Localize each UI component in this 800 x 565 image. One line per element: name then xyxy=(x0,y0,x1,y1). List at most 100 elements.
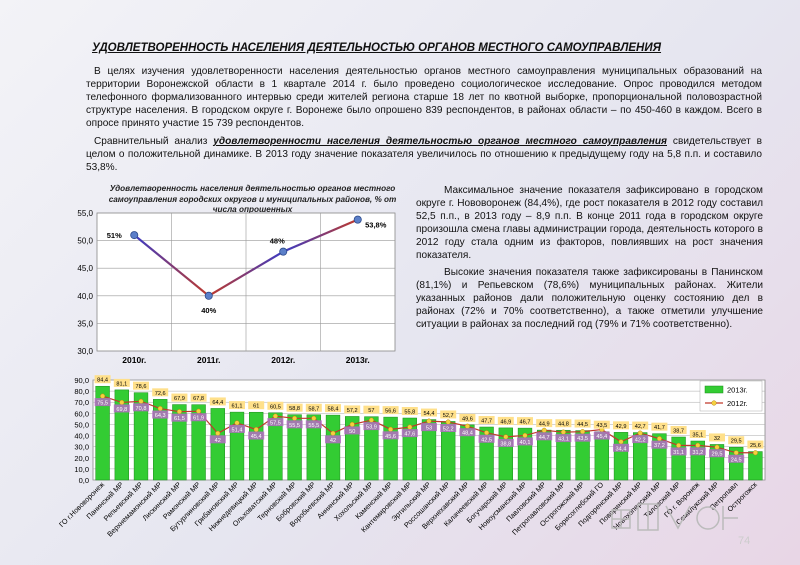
mini-category-label: 2011г. xyxy=(197,355,221,365)
mini-line-segment xyxy=(208,250,284,297)
legend-label-2012: 2012г. xyxy=(727,399,748,408)
label-bg-2013 xyxy=(286,403,303,412)
label-bg-2012 xyxy=(593,431,610,440)
label-bg-2012 xyxy=(555,434,572,443)
point-2012 xyxy=(330,430,336,436)
label-bg-2013 xyxy=(593,420,610,429)
point-2012 xyxy=(541,427,547,433)
point-2012 xyxy=(580,429,586,435)
data-label-2013: 43,5 xyxy=(596,423,607,429)
bar-ytick-label: 90,0 xyxy=(74,376,89,385)
data-label-2013: 42,9 xyxy=(616,424,627,430)
page-number: 74 xyxy=(738,535,751,547)
label-bg-2013 xyxy=(190,393,207,402)
point-2012 xyxy=(253,427,259,433)
label-bg-2012 xyxy=(497,438,514,447)
bar-2013 xyxy=(249,411,264,481)
analysis-text-start: Сравнительный анализ xyxy=(94,136,214,147)
label-bg-2013 xyxy=(613,421,629,430)
data-label-2013: 44,8 xyxy=(558,422,569,428)
mini-data-label: 48% xyxy=(270,237,285,246)
label-bg-2013 xyxy=(651,422,668,431)
bar-ytick-label: 70,0 xyxy=(74,398,89,407)
label-bg-2012 xyxy=(728,454,745,463)
data-label-2012: 37,2 xyxy=(654,443,665,449)
data-label-2012: 42 xyxy=(215,438,221,444)
point-2012 xyxy=(119,399,125,405)
data-label-2012: 55,5 xyxy=(308,423,319,429)
data-label-2012: 57,5 xyxy=(270,421,281,427)
mini-data-label: 53,8% xyxy=(365,221,387,230)
point-2012 xyxy=(503,434,509,440)
bar-2013 xyxy=(133,392,149,481)
label-bg-2013 xyxy=(747,440,764,449)
data-label-2013: 55,8 xyxy=(404,410,415,416)
mini-point xyxy=(353,215,362,224)
point-2012 xyxy=(196,408,202,414)
mini-data-label: 40% xyxy=(201,306,216,315)
label-bg-2012 xyxy=(152,410,169,419)
label-bg-2013 xyxy=(574,419,591,428)
mini-point xyxy=(130,231,139,240)
label-bg-2013 xyxy=(363,405,380,414)
label-bg-2012 xyxy=(248,431,265,440)
label-bg-2012 xyxy=(382,431,399,440)
label-bg-2012 xyxy=(478,434,495,443)
point-2012 xyxy=(464,423,470,429)
logo-icon xyxy=(611,503,738,531)
data-label-2013: 49,6 xyxy=(462,416,473,422)
bar-2013 xyxy=(153,399,168,481)
mini-ytick-label: 35,0 xyxy=(77,319,93,328)
label-bg-2013 xyxy=(440,410,457,419)
data-label-2012: 34,4 xyxy=(616,446,627,452)
label-bg-2013 xyxy=(709,433,725,442)
label-bg-2012 xyxy=(286,420,303,429)
data-label-2013: 61 xyxy=(253,404,259,410)
data-label-2012: 61,9 xyxy=(193,416,204,422)
mini-ytick-label: 50,0 xyxy=(77,237,93,246)
label-bg-2013 xyxy=(401,407,418,415)
bar-2013 xyxy=(287,414,302,481)
label-bg-2012 xyxy=(613,443,629,452)
data-label-2013: 60,5 xyxy=(270,404,281,410)
data-label-2012: 29,5 xyxy=(712,452,723,458)
label-bg-2013 xyxy=(171,393,188,402)
label-bg-2013 xyxy=(209,397,226,406)
bar-2013 xyxy=(172,404,187,481)
data-label-2012: 42,2 xyxy=(635,438,646,444)
label-bg-2012 xyxy=(709,449,725,458)
data-label-2012: 45,6 xyxy=(385,434,396,440)
point-2012 xyxy=(752,450,758,456)
point-2012 xyxy=(656,436,662,442)
data-label-2013: 42,7 xyxy=(635,424,646,430)
data-label-2012: 24,5 xyxy=(731,457,742,463)
mini-chart-title: Удовлетворенность населения деятельность… xyxy=(108,184,397,214)
data-label-2013: 47,7 xyxy=(481,419,492,425)
analysis-paragraph: Сравнительный анализ удовлетворенности н… xyxy=(86,136,762,175)
data-label-2012: 40,1 xyxy=(520,440,531,446)
data-label-2013: 44,9 xyxy=(539,422,550,428)
label-bg-2012 xyxy=(229,424,245,433)
mini-point xyxy=(204,291,213,300)
mini-category-label: 2010г. xyxy=(122,355,146,365)
bar-ytick-label: 0,0 xyxy=(79,476,89,485)
data-label-2012: 51,4 xyxy=(232,427,243,433)
data-label-2012: 43,5 xyxy=(577,436,588,442)
bar-ytick-label: 60,0 xyxy=(74,409,89,418)
data-label-2012: 64,3 xyxy=(155,413,166,419)
data-label-2013: 78,6 xyxy=(136,384,147,390)
data-label-2012: 55,5 xyxy=(289,423,300,429)
bar-ytick-label: 80,0 xyxy=(74,387,89,396)
page-heading: УДОВЛЕТВОРЕННОСТЬ НАСЕЛЕНИЯ ДЕЯТЕЛЬНОСТЬ… xyxy=(92,42,662,54)
data-label-2012: 45,4 xyxy=(596,434,607,440)
data-label-2013: 81,1 xyxy=(116,381,127,387)
data-label-2013: 25,6 xyxy=(750,443,761,449)
data-label-2013: 44,5 xyxy=(577,422,588,428)
mini-ytick-label: 40,0 xyxy=(77,292,93,301)
point-2012 xyxy=(157,406,163,412)
label-bg-2013 xyxy=(517,417,533,426)
data-label-2012: 75,5 xyxy=(97,401,108,407)
high-values-paragraph: Высокие значения показателя также зафикс… xyxy=(416,267,763,330)
label-bg-2012 xyxy=(363,422,380,431)
